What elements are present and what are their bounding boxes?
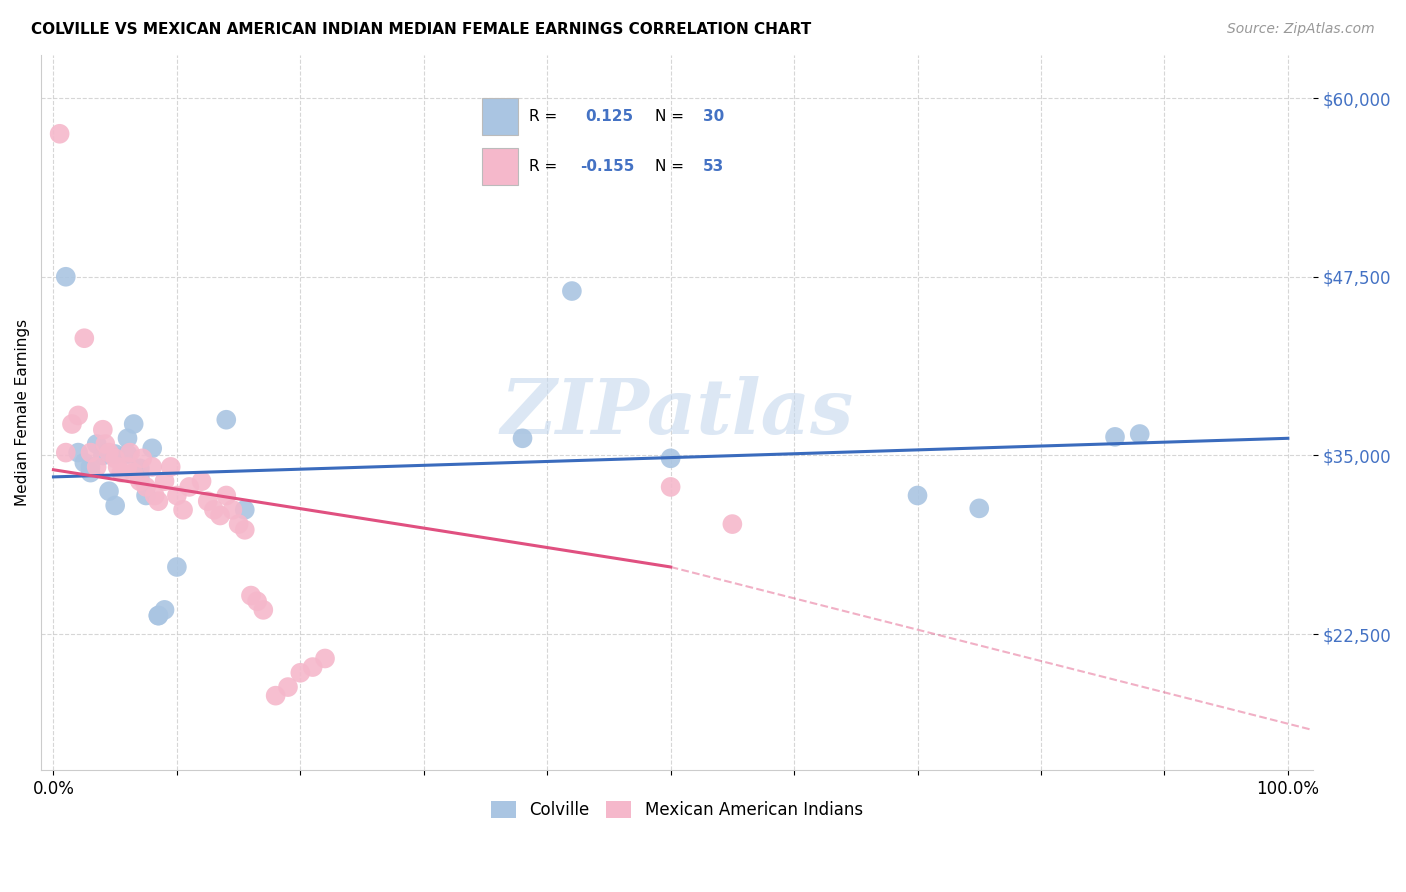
Point — [128, 470, 150, 484]
Point — [48, 127, 70, 141]
Point — [301, 660, 323, 674]
Point — [86, 459, 108, 474]
Point — [91, 449, 114, 463]
Point — [117, 447, 139, 461]
Point — [122, 417, 145, 431]
Point — [233, 523, 256, 537]
Point — [98, 484, 121, 499]
Point — [60, 417, 83, 431]
Point — [141, 442, 163, 456]
Point — [172, 503, 194, 517]
Point — [907, 488, 929, 502]
Point — [122, 466, 145, 480]
Point — [179, 480, 201, 494]
Point — [148, 608, 170, 623]
Point — [148, 494, 170, 508]
Point — [721, 517, 744, 532]
Point — [153, 603, 176, 617]
Point — [67, 409, 90, 423]
Point — [561, 284, 583, 298]
Point — [73, 331, 96, 345]
Point — [166, 560, 188, 574]
Point — [512, 431, 534, 445]
Point — [1129, 427, 1152, 442]
Point — [86, 437, 108, 451]
Point — [228, 517, 250, 532]
Point — [79, 459, 101, 474]
Point — [221, 503, 243, 517]
Point — [117, 459, 139, 474]
Point — [314, 651, 336, 665]
Point — [73, 456, 96, 470]
Point — [98, 445, 121, 459]
Point — [117, 431, 139, 445]
Point — [202, 503, 225, 517]
Point — [215, 488, 238, 502]
Point — [79, 466, 101, 480]
Point — [209, 508, 232, 523]
Point — [659, 480, 682, 494]
Point — [55, 445, 77, 459]
Point — [246, 594, 269, 608]
Text: ZIPatlas: ZIPatlas — [501, 376, 853, 450]
Text: COLVILLE VS MEXICAN AMERICAN INDIAN MEDIAN FEMALE EARNINGS CORRELATION CHART: COLVILLE VS MEXICAN AMERICAN INDIAN MEDI… — [31, 22, 811, 37]
Point — [967, 501, 990, 516]
Point — [233, 503, 256, 517]
Point — [91, 423, 114, 437]
Point — [141, 459, 163, 474]
Point — [128, 474, 150, 488]
Point — [104, 499, 127, 513]
Point — [190, 474, 212, 488]
Point — [94, 437, 117, 451]
Y-axis label: Median Female Earnings: Median Female Earnings — [15, 319, 30, 506]
Point — [239, 589, 262, 603]
Point — [135, 488, 157, 502]
Point — [290, 665, 312, 680]
Point — [166, 488, 188, 502]
Point — [135, 480, 157, 494]
Point — [1104, 430, 1126, 444]
Point — [104, 447, 127, 461]
Point — [659, 451, 682, 466]
Point — [55, 269, 77, 284]
Point — [277, 680, 299, 694]
Point — [110, 466, 132, 480]
Point — [118, 445, 141, 459]
Point — [197, 494, 219, 508]
Point — [252, 603, 274, 617]
Point — [67, 445, 90, 459]
Point — [131, 451, 153, 466]
Point — [264, 689, 287, 703]
Legend: Colville, Mexican American Indians: Colville, Mexican American Indians — [484, 795, 869, 826]
Point — [153, 474, 176, 488]
Point — [148, 608, 170, 623]
Point — [79, 445, 101, 459]
Point — [143, 488, 166, 502]
Point — [215, 413, 238, 427]
Point — [107, 459, 129, 474]
Point — [104, 451, 127, 466]
Text: Source: ZipAtlas.com: Source: ZipAtlas.com — [1227, 22, 1375, 37]
Point — [128, 461, 150, 475]
Point — [159, 459, 181, 474]
